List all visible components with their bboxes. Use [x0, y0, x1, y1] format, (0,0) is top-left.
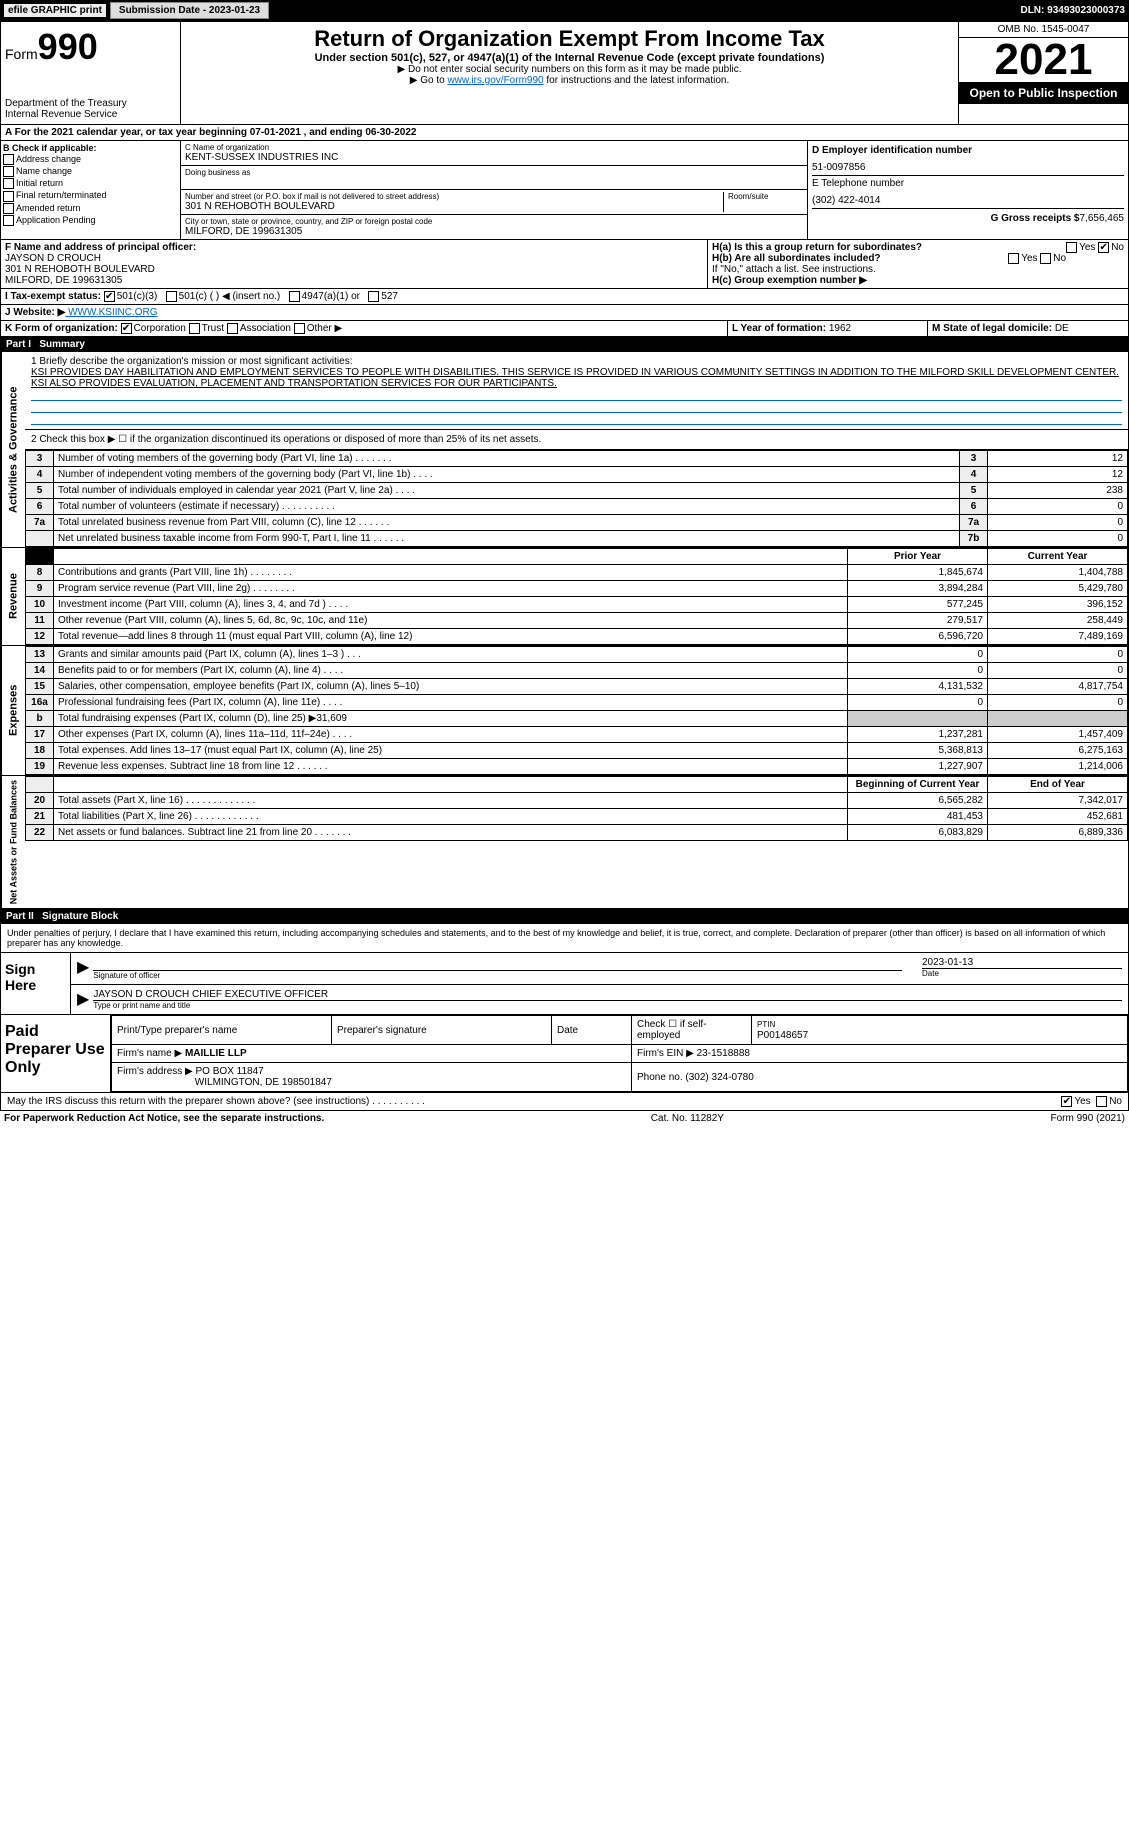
submission-date-button[interactable]: Submission Date - 2023-01-23 [110, 2, 269, 19]
side-net-assets: Net Assets or Fund Balances [1, 776, 25, 908]
state-domicile: DE [1055, 323, 1069, 334]
governance-table: 3Number of voting members of the governi… [25, 450, 1128, 547]
form-subtitle: Under section 501(c), 527, or 4947(a)(1)… [185, 52, 954, 64]
ssn-warning: ▶ Do not enter social security numbers o… [185, 64, 954, 75]
part-2-header: Part II Signature Block [0, 909, 1129, 924]
part-1-header: Part I Summary [0, 337, 1129, 352]
cb-application-pending[interactable]: Application Pending [3, 215, 178, 226]
city-state-zip: MILFORD, DE 199631305 [185, 226, 803, 237]
side-governance: Activities & Governance [1, 352, 25, 547]
firm-address: PO BOX 11847 [196, 1066, 264, 1077]
firm-phone: (302) 324-0780 [685, 1072, 753, 1083]
dln-label: DLN: 93493023000373 [1020, 5, 1125, 16]
cb-527[interactable] [368, 291, 379, 302]
preparer-table: Print/Type preparer's name Preparer's si… [111, 1015, 1128, 1092]
org-name: KENT-SUSSEX INDUSTRIES INC [185, 152, 803, 163]
form-number: Form990 [5, 26, 176, 68]
cb-4947[interactable] [289, 291, 300, 302]
box-c-org-info: C Name of organization KENT-SUSSEX INDUS… [181, 141, 808, 239]
cb-final-return[interactable]: Final return/terminated [3, 190, 178, 201]
cb-trust[interactable] [189, 323, 200, 334]
efile-badge: efile GRAPHIC print [4, 4, 106, 17]
box-b-checkboxes: B Check if applicable: Address change Na… [1, 141, 181, 239]
cb-may-no[interactable] [1096, 1096, 1107, 1107]
ptin-value: P00148657 [757, 1030, 808, 1041]
cb-corporation[interactable] [121, 323, 132, 334]
cb-initial-return[interactable]: Initial return [3, 178, 178, 189]
cb-other[interactable] [294, 323, 305, 334]
net-assets-table: Beginning of Current YearEnd of Year20To… [25, 776, 1128, 841]
website-row: J Website: ▶ WWW.KSIINC.ORG [0, 305, 1129, 321]
cb-501c[interactable] [166, 291, 177, 302]
instructions-link-row: ▶ Go to www.irs.gov/Form990 for instruct… [185, 75, 954, 86]
cb-association[interactable] [227, 323, 238, 334]
sign-here-label: Sign Here [1, 953, 71, 1014]
mission-block: 1 Briefly describe the organization's mi… [25, 352, 1128, 430]
box-d-ein: D Employer identification number 51-0097… [808, 141, 1128, 239]
expenses-table: 13Grants and similar amounts paid (Part … [25, 646, 1128, 775]
phone-value: (302) 422-4014 [812, 195, 1124, 206]
calendar-year-line: A For the 2021 calendar year, or tax yea… [1, 125, 420, 140]
side-expenses: Expenses [1, 646, 25, 775]
gross-receipts: 7,656,465 [1080, 213, 1125, 224]
cb-amended-return[interactable]: Amended return [3, 203, 178, 214]
form-header: Form990 Department of the Treasury Inter… [0, 21, 1129, 125]
cb-may-yes[interactable] [1061, 1096, 1072, 1107]
revenue-table: Prior YearCurrent Year8Contributions and… [25, 548, 1128, 645]
street-address: 301 N REHOBOTH BOULEVARD [185, 201, 723, 212]
firm-name: MAILLIE LLP [185, 1048, 247, 1059]
top-bar: efile GRAPHIC print Submission Date - 20… [0, 0, 1129, 21]
firm-ein: 23-1518888 [697, 1048, 750, 1059]
form-of-org: K Form of organization: Corporation Trus… [1, 321, 728, 336]
box-h-group: H(a) Is this a group return for subordin… [708, 240, 1128, 288]
tax-year: 2021 [959, 38, 1128, 82]
cb-address-change[interactable]: Address change [3, 154, 178, 165]
officer-name: JAYSON D CROUCH CHIEF EXECUTIVE OFFICER [93, 989, 1122, 1001]
cb-name-change[interactable]: Name change [3, 166, 178, 177]
signature-date: 2023-01-13 [922, 957, 1122, 969]
form-title: Return of Organization Exempt From Incom… [185, 26, 954, 52]
paid-preparer-label: Paid Preparer Use Only [1, 1015, 111, 1092]
irs-label: Internal Revenue Service [5, 109, 176, 120]
year-formation: 1962 [829, 323, 851, 334]
side-revenue: Revenue [1, 548, 25, 645]
open-public-badge: Open to Public Inspection [959, 82, 1128, 104]
dept-label: Department of the Treasury [5, 98, 176, 109]
website-link[interactable]: WWW.KSIINC.ORG [65, 307, 157, 318]
tax-exempt-status-row: I Tax-exempt status: 501(c)(3) 501(c) ( … [0, 289, 1129, 305]
instructions-link[interactable]: www.irs.gov/Form990 [447, 75, 543, 86]
page-footer: For Paperwork Reduction Act Notice, see … [0, 1111, 1129, 1126]
box-f-officer: F Name and address of principal officer:… [1, 240, 708, 288]
perjury-declaration: Under penalties of perjury, I declare th… [1, 924, 1128, 952]
ein-value: 51-0097856 [812, 162, 1124, 173]
may-discuss-row: May the IRS discuss this return with the… [1, 1092, 1128, 1110]
cb-501c3[interactable] [104, 291, 115, 302]
